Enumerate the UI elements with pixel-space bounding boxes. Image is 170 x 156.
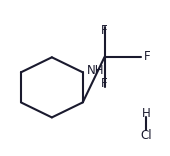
Text: NH: NH — [87, 64, 105, 77]
Text: Cl: Cl — [140, 129, 152, 142]
Text: H: H — [142, 107, 151, 120]
Text: F: F — [101, 24, 108, 37]
Text: F: F — [101, 77, 108, 90]
Text: F: F — [144, 50, 150, 63]
